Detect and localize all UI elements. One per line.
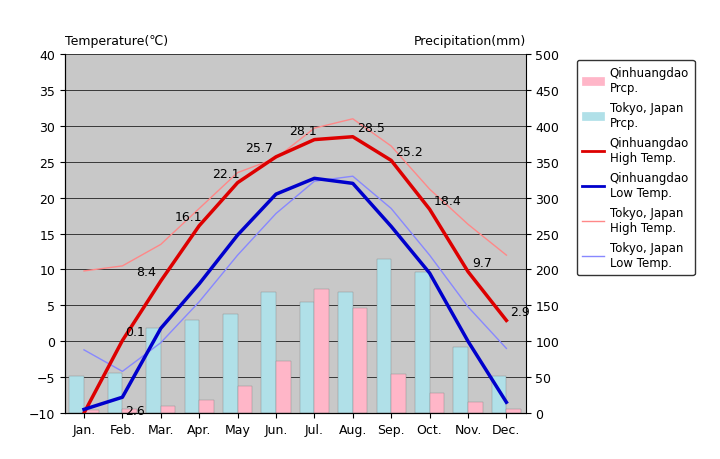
Bar [391, 374, 406, 413]
Bar [223, 314, 238, 413]
Bar [353, 308, 367, 413]
Text: Precipitation(mm): Precipitation(mm) [413, 35, 526, 48]
Bar [108, 373, 122, 413]
Text: 22.1: 22.1 [212, 168, 240, 181]
Bar [338, 293, 353, 413]
Text: 9.7: 9.7 [472, 257, 492, 269]
Bar [161, 406, 176, 413]
Bar [454, 347, 468, 413]
Bar [468, 403, 482, 413]
Text: 28.1: 28.1 [289, 125, 317, 138]
Bar [69, 376, 84, 413]
Bar [238, 386, 252, 413]
Bar [122, 409, 137, 413]
Text: 28.5: 28.5 [357, 122, 385, 135]
Bar [199, 400, 214, 413]
Bar [315, 289, 329, 413]
Bar [415, 272, 430, 413]
Bar [430, 393, 444, 413]
Bar [146, 329, 161, 413]
Bar [84, 410, 99, 413]
Bar [300, 303, 315, 413]
Bar [261, 293, 276, 413]
Text: Temperature(℃): Temperature(℃) [65, 35, 168, 48]
Legend: Qinhuangdao
Prcp., Tokyo, Japan
Prcp., Qinhuangdao
High Temp., Qinhuangdao
Low T: Qinhuangdao Prcp., Tokyo, Japan Prcp., Q… [577, 61, 695, 276]
Bar [492, 376, 506, 413]
Text: 18.4: 18.4 [433, 194, 462, 207]
Bar [276, 361, 291, 413]
Text: 2.6: 2.6 [125, 404, 145, 417]
Bar [377, 259, 391, 413]
Bar [506, 409, 521, 413]
Text: 0.1: 0.1 [125, 325, 145, 338]
Bar [184, 320, 199, 413]
Text: 8.4: 8.4 [136, 266, 156, 279]
Text: 25.7: 25.7 [246, 142, 274, 155]
Text: 2.9: 2.9 [510, 305, 531, 318]
Text: 25.2: 25.2 [395, 146, 423, 158]
Text: 16.1: 16.1 [174, 211, 202, 224]
